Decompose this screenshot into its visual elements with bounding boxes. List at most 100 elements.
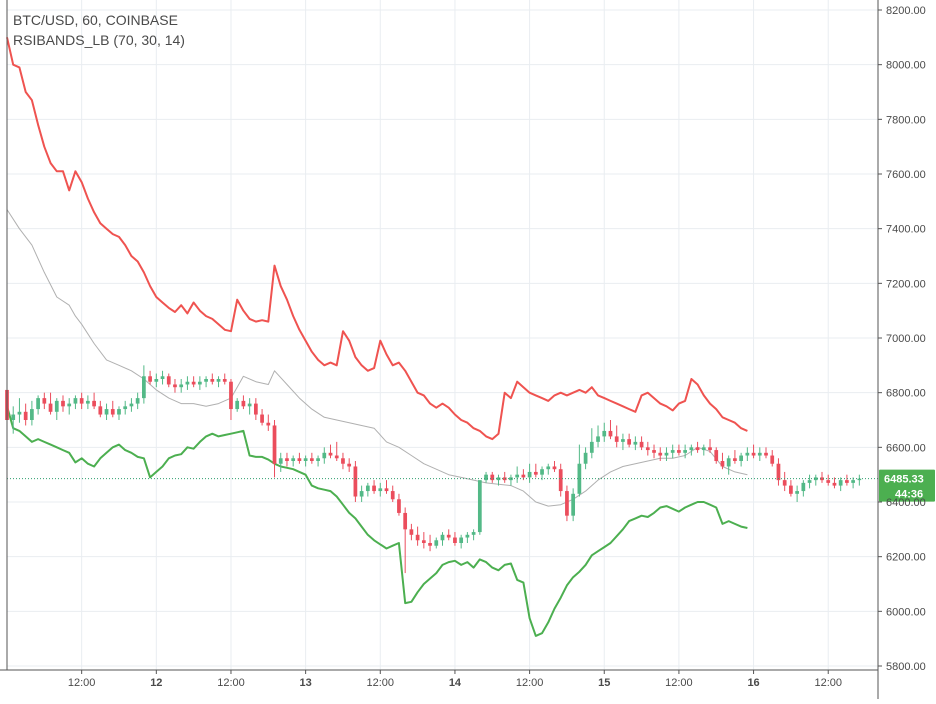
candle-body (658, 452, 663, 456)
candle-body (571, 493, 576, 516)
candle-body (739, 455, 743, 461)
candle-body (602, 430, 607, 437)
x-tick-label: 12:00 (367, 677, 395, 689)
candle-body (30, 409, 34, 420)
candle-body (540, 469, 544, 475)
candle-body (166, 376, 171, 385)
candle-body (558, 469, 563, 492)
candle-body (826, 480, 831, 483)
candle-body (596, 436, 600, 442)
candle-body (652, 450, 656, 453)
x-tick-label: 12:00 (665, 677, 693, 689)
candle-body (533, 471, 538, 475)
candle-body (384, 488, 389, 492)
candle-body (86, 400, 90, 404)
candle-body (546, 466, 551, 470)
candle-body (677, 450, 681, 453)
candle-body (48, 403, 53, 412)
candle-body (726, 458, 731, 467)
candle-body (359, 491, 364, 497)
candle-body (477, 480, 482, 533)
y-tick-label: 5800.00 (886, 661, 926, 673)
candle-body (291, 458, 296, 461)
candle-body (782, 480, 787, 486)
candle-body (160, 376, 165, 379)
candle-body (241, 400, 246, 407)
y-tick-label: 7400.00 (886, 224, 926, 236)
candle-body (795, 491, 799, 494)
candle-body (54, 400, 59, 412)
candle-body (104, 409, 109, 415)
candle-body (515, 474, 520, 478)
candle-body (309, 458, 314, 461)
candle-body (148, 376, 152, 382)
candle-body (851, 480, 855, 483)
candle-body (627, 439, 632, 445)
candle-body (334, 455, 339, 459)
candle-body (552, 466, 557, 470)
candle-body (266, 422, 271, 426)
candle-body (434, 540, 439, 546)
candle-body (328, 452, 333, 456)
mid-band-line (6, 209, 748, 507)
candle-body (61, 400, 65, 407)
candle-body (278, 458, 283, 464)
upper-band-line (6, 37, 748, 441)
candle-body (577, 463, 582, 494)
rsi-bands-layer (6, 37, 748, 637)
candle-body (235, 400, 240, 410)
candle-body (664, 452, 669, 456)
last-price-badge (879, 469, 935, 502)
candle-body (695, 447, 700, 451)
x-tick-label: 12:00 (516, 677, 544, 689)
candle-body (23, 411, 28, 420)
candle-body (285, 458, 289, 461)
candle-body (820, 477, 824, 481)
candle-body (67, 403, 72, 407)
candle-body (378, 488, 383, 492)
y-tick-label: 7200.00 (886, 278, 926, 290)
candle-body (521, 474, 526, 478)
candle-body (832, 482, 837, 486)
y-tick-label: 6200.00 (886, 552, 926, 564)
candle-body (297, 458, 302, 461)
last-price-layer: 6485.33 44:36 (7, 469, 935, 502)
candle-body (185, 381, 190, 385)
candle-body (421, 540, 426, 543)
candle-body (801, 482, 806, 492)
y-tick-label: 8000.00 (886, 60, 926, 72)
candle-body (409, 529, 414, 535)
candle-body (751, 452, 756, 456)
candle-body (701, 447, 706, 451)
candle-body (179, 384, 184, 388)
candle-body (589, 441, 594, 453)
candle-body (92, 400, 96, 407)
candle-body (123, 406, 128, 410)
candle-body (204, 379, 208, 382)
candle-body (11, 414, 16, 420)
candle-body (764, 452, 768, 456)
candle-body (353, 466, 358, 497)
candle-body (845, 480, 849, 483)
candle-body (670, 450, 675, 453)
candle-body (446, 534, 451, 538)
candle-body (229, 381, 233, 410)
candle-body (117, 409, 121, 415)
bar-countdown-label: 44:36 (895, 489, 923, 501)
candle-body (135, 398, 140, 404)
x-tick-label: 12:00 (68, 677, 96, 689)
y-tick-label: 7800.00 (886, 114, 926, 126)
candle-body (440, 534, 445, 541)
candle-body (173, 384, 177, 388)
candle-body (322, 452, 327, 459)
candle-body (813, 477, 818, 481)
candle-body (415, 534, 420, 541)
candle-body (73, 398, 78, 404)
legend-indicator: RSIBANDS_LB (70, 30, 14) (13, 32, 185, 48)
candle-body (645, 447, 650, 451)
candle-body (98, 406, 103, 415)
candle-body (608, 430, 613, 437)
candle-body (36, 398, 40, 410)
